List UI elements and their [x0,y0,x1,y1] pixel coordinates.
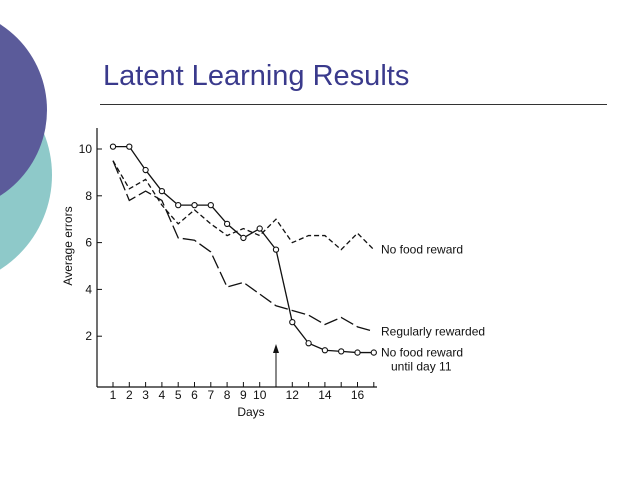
data-point [142,166,149,174]
data-point [240,234,247,242]
x-tick-label: 7 [207,388,214,402]
data-point [256,225,263,232]
data-point [223,220,231,228]
x-tick-label: 1 [110,388,117,402]
x-axis-label: Days [237,405,264,419]
x-tick-label: 2 [126,388,133,402]
series-line-1 [112,160,375,251]
series-label-3: No food reward [381,346,463,360]
arrow-head [273,344,279,353]
data-point [191,202,198,209]
title-divider [100,104,607,105]
series-labels: No food reward Regularly rewarded No food … [381,243,485,374]
y-axis-ticks: 2 4 6 8 10 [79,142,102,343]
x-tick-label: 8 [224,388,231,402]
y-tick-label: 8 [85,189,92,203]
data-point [321,347,329,354]
x-tick-label: 3 [142,388,149,402]
series-line-2 [112,160,374,333]
day-11-arrow [273,344,279,387]
data-point [305,340,312,347]
x-tick-label: 4 [159,388,166,402]
y-axis-label: Average errors [61,206,75,285]
data-point [175,202,182,209]
purple-decoration-circle [0,24,47,196]
slide-title: Latent Learning Results [103,60,410,92]
y-tick-label: 6 [85,236,92,250]
data-point [126,143,133,150]
data-point [370,349,377,356]
series-label-1: No food reward [381,243,463,257]
data-point [207,202,214,209]
x-tick-label: 12 [286,388,300,402]
y-tick-label: 2 [85,329,92,343]
x-tick-label: 5 [175,388,182,402]
x-tick-label: 10 [253,388,267,402]
series-line-3 [113,146,374,354]
x-tick-label: 16 [351,388,365,402]
data-point [289,319,296,326]
y-tick-label: 10 [79,142,93,156]
x-tick-label: 14 [318,388,332,402]
data-point [158,187,166,195]
series-label-2: Regularly rewarded [381,325,485,339]
x-tick-label: 6 [191,388,198,402]
data-point [354,349,361,356]
series-label-3: until day 11 [391,360,452,374]
x-tick-label: 9 [240,388,247,402]
data-point [338,348,345,355]
chart-series [109,143,377,356]
data-point [272,246,280,253]
x-axis-ticks: 1 2 3 4 5 6 7 8 9 10 12 14 16 [110,382,375,402]
y-tick-label: 4 [85,282,92,296]
data-point [109,143,117,150]
